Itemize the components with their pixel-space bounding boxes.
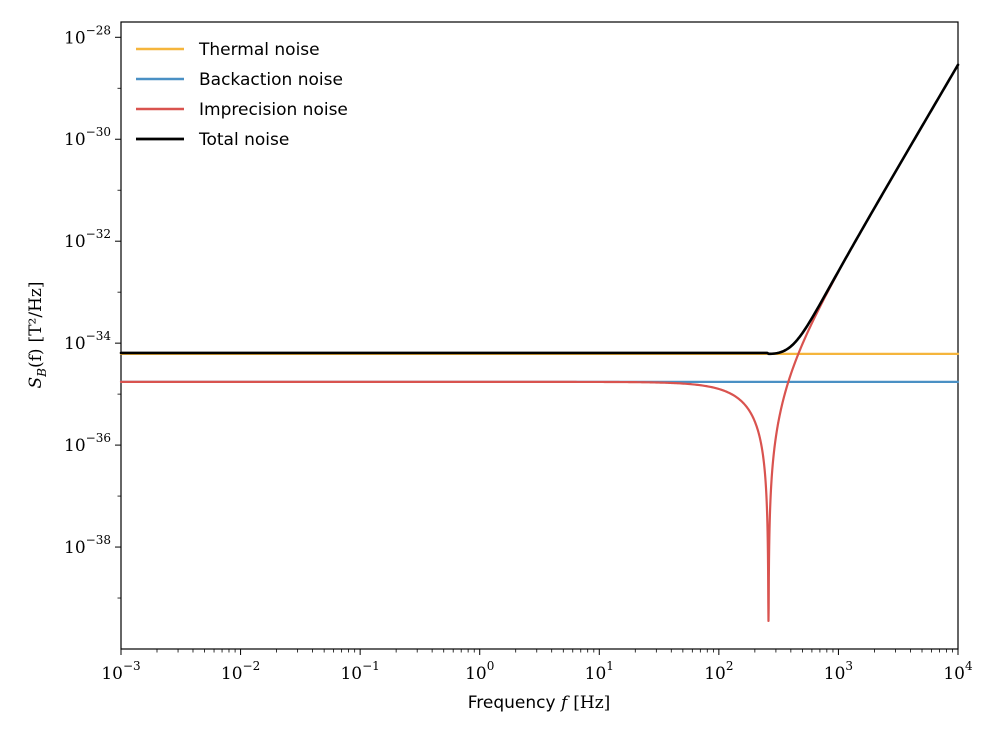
x-axis-title-prefix: Frequency (468, 693, 561, 713)
x-tick-label: 104 (943, 659, 973, 684)
x-axis-title: Frequency f [Hz] (468, 693, 611, 713)
x-tick-label: 100 (465, 659, 494, 684)
y-axis-title-argument: (f) (26, 348, 46, 368)
y-axis-title-unit: [T²/Hz] (26, 282, 46, 343)
y-tick-label: 10−34 (64, 329, 111, 354)
axes-frame-layer (120, 21, 959, 650)
y-tick-label: 10−28 (64, 23, 111, 48)
x-tick-label: 10−1 (340, 659, 379, 684)
y-axis-title-symbol: S (26, 377, 46, 389)
y-tick-label: 10−32 (64, 227, 111, 252)
y-axis-title: SB(f) [T²/Hz] (26, 282, 49, 389)
total-noise-line (119, 63, 960, 356)
y-axis-title-subscript: B (35, 368, 49, 378)
tick-layer: 10−3 10−2 10−1 100 101 102 103 104 10−28 10−30 10−… (64, 23, 973, 684)
y-tick-label: 10−36 (64, 431, 111, 456)
legend-label: Backaction noise (199, 70, 343, 90)
imprecision-noise-line (119, 270, 840, 623)
x-tick-label: 103 (824, 659, 853, 684)
legend-label: Thermal noise (198, 40, 320, 60)
x-tick-label: 10−3 (101, 659, 140, 684)
x-tick-label: 102 (704, 659, 733, 684)
x-tick-label: 101 (585, 659, 614, 684)
legend-label: Total noise (198, 130, 289, 150)
legend: Thermal noise Backaction noise Imprecision… (136, 40, 348, 150)
x-axis-title-unit: [Hz] (573, 693, 610, 713)
legend-label: Imprecision noise (199, 100, 348, 120)
x-axis-title-symbol: f (559, 693, 570, 713)
y-tick-label: 10−38 (64, 533, 111, 558)
axes-frame (120, 21, 959, 650)
x-tick-label: 10−2 (221, 659, 260, 684)
y-tick-label: 10−30 (64, 125, 111, 150)
series-layer (119, 63, 960, 623)
